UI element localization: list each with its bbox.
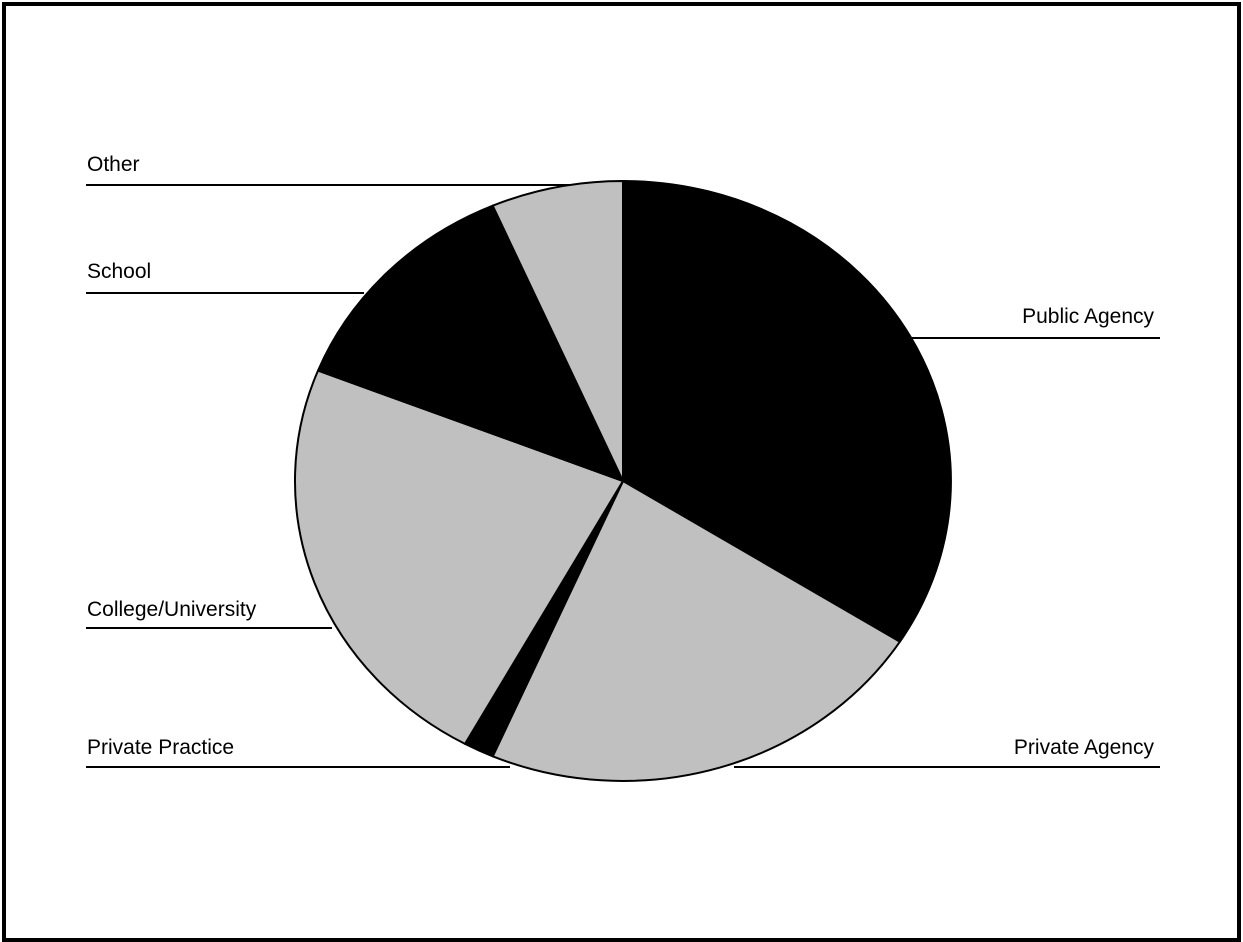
- label-school: School: [87, 260, 151, 283]
- label-public-agency: Public Agency: [1022, 305, 1154, 328]
- label-college-university: College/University: [87, 598, 257, 621]
- label-private-practice: Private Practice: [87, 736, 234, 759]
- pie-slice-school: [317, 204, 624, 482]
- label-other: Other: [87, 153, 140, 176]
- pie-slice-college-university: [294, 369, 624, 745]
- pie-slice-other: [491, 180, 624, 482]
- pie-slices: [294, 180, 952, 782]
- leader-lines: [86, 184, 1160, 768]
- label-private-agency: Private Agency: [1014, 736, 1155, 759]
- pie-slice-public-agency: [622, 180, 952, 643]
- pie-slice-private-agency: [491, 480, 901, 782]
